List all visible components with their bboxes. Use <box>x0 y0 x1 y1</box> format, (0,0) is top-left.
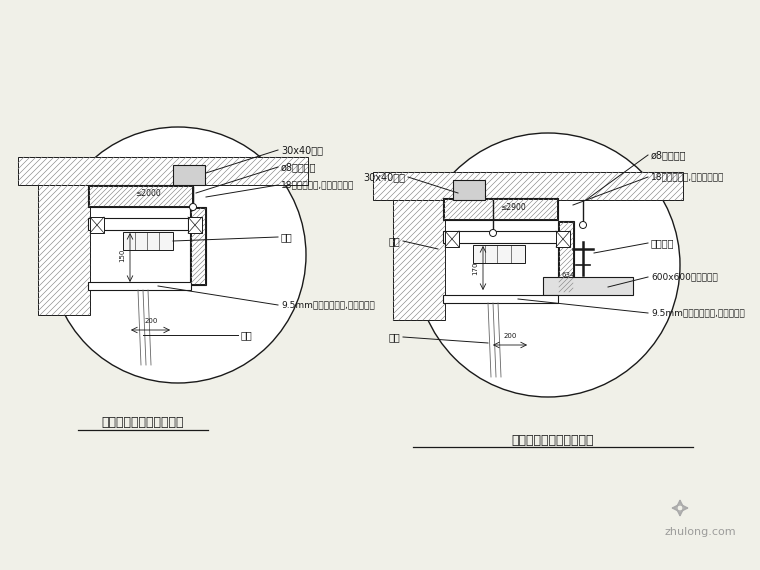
Bar <box>558 221 574 293</box>
Bar <box>173 165 205 185</box>
Text: ø8镀锌吊杆: ø8镀锌吊杆 <box>651 150 686 160</box>
Bar <box>559 222 573 292</box>
Text: 18厚细木工板,防腐防火处理: 18厚细木工板,防腐防火处理 <box>281 181 354 189</box>
Text: 200: 200 <box>144 318 157 324</box>
Text: 窗帘: 窗帘 <box>241 330 253 340</box>
Text: ø8镀锌吊杆: ø8镀锌吊杆 <box>281 162 316 172</box>
Bar <box>18 157 308 185</box>
Circle shape <box>416 133 680 397</box>
Text: ≤2000: ≤2000 <box>135 189 161 197</box>
Text: ≤2900: ≤2900 <box>500 203 526 213</box>
Bar <box>445 231 459 247</box>
Text: 矿棉板吊顶窗帘盒剖面图: 矿棉板吊顶窗帘盒剖面图 <box>511 434 594 446</box>
Bar <box>443 231 558 243</box>
Text: 9.5mm厚石膏板吊顶,白色乳胶漆: 9.5mm厚石膏板吊顶,白色乳胶漆 <box>651 308 745 317</box>
Bar <box>38 185 90 315</box>
Bar <box>556 231 570 247</box>
Text: 轻钢龙骨: 轻钢龙骨 <box>651 238 675 248</box>
Bar <box>88 218 188 230</box>
Bar <box>88 282 191 290</box>
Bar <box>444 199 557 219</box>
Circle shape <box>579 222 587 229</box>
Text: 石膏板吊顶窗帘盒剖面图: 石膏板吊顶窗帘盒剖面图 <box>102 417 184 430</box>
Bar <box>191 208 205 284</box>
Bar <box>453 180 485 200</box>
Text: 30x40木方: 30x40木方 <box>281 145 323 155</box>
Bar <box>473 245 525 263</box>
Bar <box>88 185 193 207</box>
Bar <box>443 198 558 220</box>
Circle shape <box>50 127 306 383</box>
Bar <box>123 232 173 250</box>
Bar <box>190 207 206 285</box>
Circle shape <box>489 230 496 237</box>
Circle shape <box>189 203 197 210</box>
Text: 170: 170 <box>472 261 478 275</box>
Text: 600x600矿棉板吊顶: 600x600矿棉板吊顶 <box>651 272 717 282</box>
Text: 634: 634 <box>562 272 575 278</box>
Bar <box>89 186 192 206</box>
Text: 9.5mm厚石膏板吊顶,白色乳胶漆: 9.5mm厚石膏板吊顶,白色乳胶漆 <box>281 300 375 310</box>
Bar <box>543 277 633 295</box>
Bar <box>90 217 104 233</box>
Text: zhulong.com: zhulong.com <box>664 527 736 537</box>
Text: 滑道: 滑道 <box>281 232 293 242</box>
Text: 200: 200 <box>503 333 517 339</box>
Bar <box>188 217 202 233</box>
Text: 150: 150 <box>119 249 125 262</box>
Text: 滑道: 滑道 <box>388 236 400 246</box>
Bar <box>373 172 683 200</box>
Bar <box>443 295 558 303</box>
Text: 30x40木方: 30x40木方 <box>363 172 405 182</box>
Bar <box>393 200 445 320</box>
Text: 窗帘: 窗帘 <box>388 332 400 342</box>
Text: 18厚细木工板,防腐防火处理: 18厚细木工板,防腐防火处理 <box>651 173 724 181</box>
